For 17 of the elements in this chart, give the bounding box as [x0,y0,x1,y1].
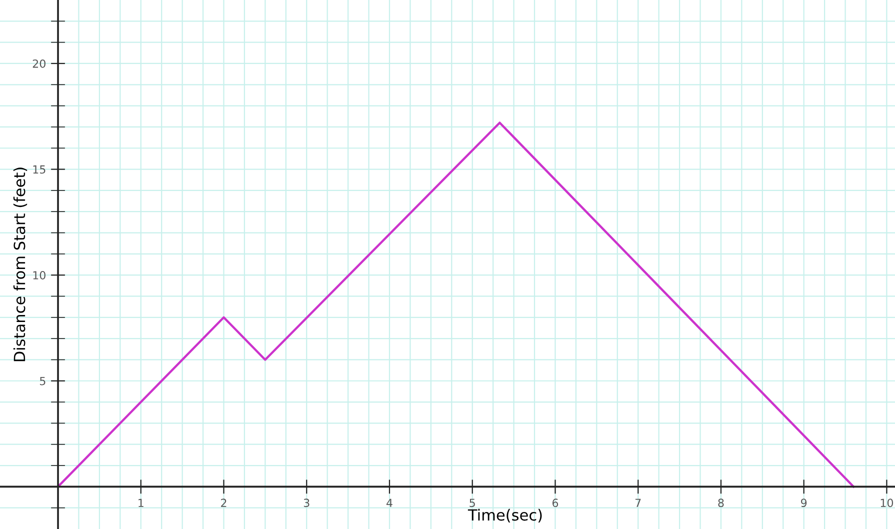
x-tick-label: 6 [552,498,558,508]
x-tick-label: 7 [635,498,641,507]
x-tick-label: 1 [138,498,144,507]
y-axis-title: Distance from Start (feet) [13,168,28,362]
x-tick-label: 10 [880,498,894,508]
x-tick-label: 2 [221,498,226,507]
y-tick-label: 10 [33,271,46,280]
x-tick-label: 5 [470,498,475,508]
x-tick-label: 9 [801,498,807,508]
y-tick-label: 5 [40,377,46,386]
x-tick-label: 4 [386,498,392,507]
x-tick-label: 8 [718,498,724,508]
x-axis-title: Time(sec) [468,508,542,523]
line-series [56,122,855,488]
y-tick-label: 15 [33,165,46,174]
y-tick-label: 20 [32,59,46,68]
x-tick-label: 3 [304,498,310,508]
